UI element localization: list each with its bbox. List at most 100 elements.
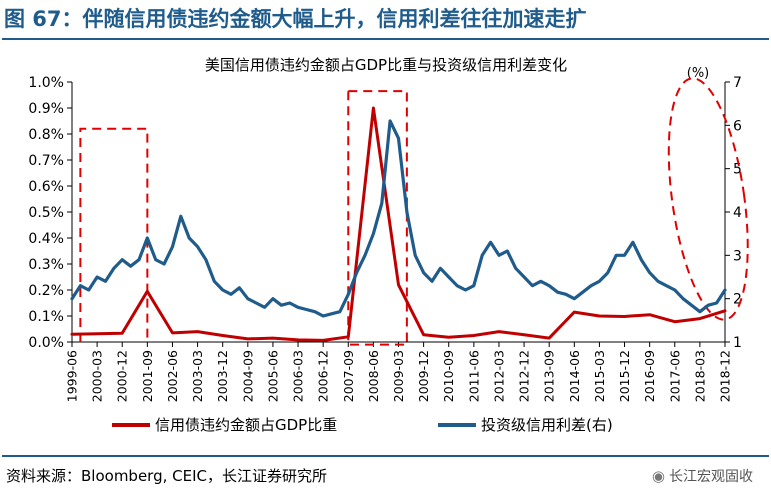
data-point-ig-spread bbox=[230, 293, 232, 296]
y-left-tick-label: 0.2% bbox=[28, 283, 64, 299]
y-right-unit-label: (%) bbox=[687, 66, 710, 81]
data-point-ig-spread bbox=[665, 284, 668, 287]
data-point-ig-spread bbox=[297, 306, 299, 309]
data-point-default-ratio bbox=[422, 333, 425, 336]
y-right-tick-label: 1 bbox=[733, 335, 742, 351]
data-point-default-ratio bbox=[297, 339, 299, 341]
x-tick-label: 2013-09 bbox=[542, 350, 557, 402]
data-point-ig-spread bbox=[188, 237, 191, 239]
x-tick-label: 2012-03 bbox=[491, 350, 506, 402]
y-right-tick-label: 6 bbox=[733, 118, 742, 134]
x-tick-label: 2000-12 bbox=[115, 350, 130, 402]
y-left-tick-label: 0.3% bbox=[28, 257, 64, 273]
x-tick-label: 1999-06 bbox=[65, 350, 80, 402]
data-point-ig-spread bbox=[221, 289, 224, 291]
data-point-default-ratio bbox=[171, 332, 174, 334]
x-tick-label: 2010-09 bbox=[441, 350, 456, 402]
data-point-default-ratio bbox=[272, 337, 274, 339]
source-divider bbox=[2, 455, 769, 457]
data-point-ig-spread bbox=[171, 245, 174, 248]
data-point-ig-spread bbox=[498, 254, 500, 257]
data-point-ig-spread bbox=[380, 202, 383, 205]
y-left-tick-label: 0.7% bbox=[28, 153, 64, 169]
x-tick-label: 2000-03 bbox=[90, 350, 105, 402]
data-point-ig-spread bbox=[464, 289, 467, 291]
data-point-ig-spread bbox=[79, 284, 82, 287]
highlight-oval-2018 bbox=[667, 77, 749, 321]
x-tick-label: 2011-06 bbox=[466, 350, 481, 402]
data-point-default-ratio bbox=[673, 320, 676, 323]
x-tick-label: 2006-03 bbox=[291, 350, 306, 402]
watermark: ◉ 长江宏观固收 bbox=[652, 462, 753, 490]
data-point-default-ratio bbox=[447, 336, 450, 339]
y-left-tick-label: 0.6% bbox=[28, 179, 64, 195]
data-point-ig-spread bbox=[154, 258, 157, 261]
data-point-ig-spread bbox=[439, 267, 442, 270]
x-tick-label: 2006-12 bbox=[316, 350, 331, 402]
data-point-ig-spread bbox=[531, 284, 534, 287]
data-point-default-ratio bbox=[71, 333, 73, 336]
y-left-tick-label: 0.8% bbox=[28, 127, 64, 143]
data-point-ig-spread bbox=[305, 308, 308, 311]
data-point-ig-spread bbox=[129, 265, 132, 267]
x-tick-label: 2018-03 bbox=[692, 350, 707, 402]
legend: 信用债违约金额占GDP比重 投资级信用利差(右) bbox=[112, 416, 613, 434]
y-left-tick-label: 0.4% bbox=[28, 231, 64, 247]
data-point-ig-spread bbox=[523, 276, 525, 278]
data-point-ig-spread bbox=[431, 280, 433, 283]
data-point-ig-spread bbox=[247, 297, 249, 300]
data-point-ig-spread bbox=[87, 289, 90, 291]
series-layer bbox=[70, 106, 727, 342]
data-point-ig-spread bbox=[272, 297, 274, 300]
data-point-ig-spread bbox=[657, 280, 659, 283]
legend-label-ig-spread: 投资级信用利差(右) bbox=[481, 416, 613, 434]
y-left-tick-label: 0.9% bbox=[28, 101, 64, 117]
figure-title: 图 67：伴随信用债违约金额大幅上升，信用利差往往加速走扩 bbox=[4, 7, 587, 31]
data-point-ig-spread bbox=[715, 302, 718, 304]
data-point-default-ratio bbox=[247, 338, 249, 340]
data-point-ig-spread bbox=[339, 310, 341, 313]
data-point-ig-spread bbox=[456, 284, 458, 287]
data-point-default-ratio bbox=[598, 315, 601, 317]
data-point-ig-spread bbox=[682, 297, 684, 300]
x-tick-label: 2016-09 bbox=[642, 350, 657, 402]
data-point-ig-spread bbox=[640, 258, 643, 261]
data-point-ig-spread bbox=[138, 258, 140, 261]
chart: 美国信用债违约金额占GDP比重与投资级信用利差变化 (%) 0.0%0.1%0.… bbox=[28, 56, 749, 434]
data-point-ig-spread bbox=[707, 304, 710, 306]
data-point-ig-spread bbox=[598, 280, 601, 283]
data-point-default-ratio bbox=[372, 107, 375, 109]
data-point-ig-spread bbox=[397, 137, 400, 140]
data-point-ig-spread bbox=[590, 284, 592, 287]
data-point-ig-spread bbox=[632, 241, 634, 244]
x-tick-label: 2009-03 bbox=[391, 350, 406, 402]
data-point-ig-spread bbox=[556, 291, 559, 293]
data-point-ig-spread bbox=[473, 284, 475, 287]
highlight-box-2001 bbox=[79, 127, 149, 342]
data-point-default-ratio bbox=[523, 333, 525, 336]
data-point-default-ratio bbox=[96, 332, 98, 335]
data-point-ig-spread bbox=[96, 276, 98, 278]
data-point-ig-spread bbox=[623, 254, 626, 257]
data-point-default-ratio bbox=[196, 330, 199, 333]
data-point-ig-spread bbox=[213, 280, 216, 283]
data-point-ig-spread bbox=[481, 254, 484, 257]
data-point-ig-spread bbox=[389, 120, 391, 122]
x-tick-label: 2009-12 bbox=[416, 350, 431, 402]
data-point-default-ratio bbox=[397, 284, 400, 286]
data-point-ig-spread bbox=[180, 215, 182, 218]
x-tick-label: 2015-03 bbox=[592, 350, 607, 402]
data-point-ig-spread bbox=[581, 291, 584, 293]
data-point-ig-spread bbox=[121, 258, 124, 261]
y-left-tick-label: 0.1% bbox=[28, 309, 64, 325]
data-point-default-ratio bbox=[648, 313, 651, 316]
chart-title: 美国信用债违约金额占GDP比重与投资级信用利差变化 bbox=[205, 56, 567, 74]
data-point-ig-spread bbox=[146, 237, 149, 239]
x-tick-label: 2003-12 bbox=[215, 350, 230, 402]
data-point-ig-spread bbox=[447, 276, 450, 278]
x-tick-label: 2002-06 bbox=[165, 350, 180, 402]
data-point-default-ratio bbox=[473, 334, 475, 337]
data-point-ig-spread bbox=[648, 271, 651, 274]
data-point-default-ratio bbox=[322, 339, 324, 342]
y-left-tick-label: 0.5% bbox=[28, 205, 64, 221]
